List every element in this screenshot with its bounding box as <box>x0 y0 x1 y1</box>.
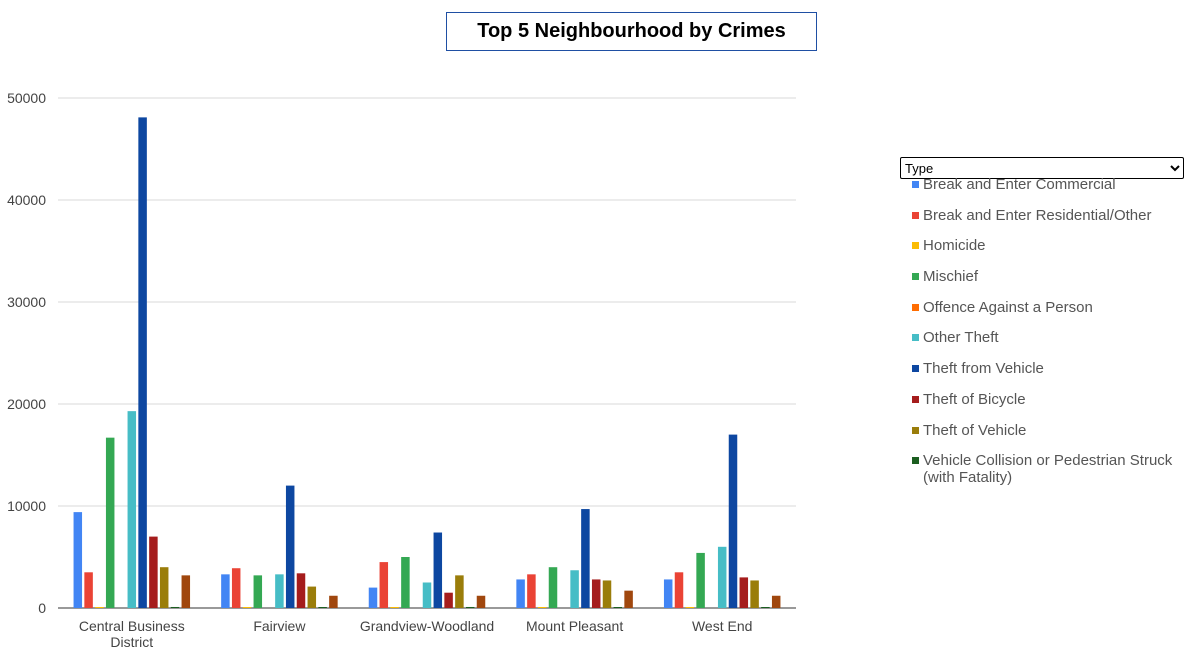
legend-item: Other Theft <box>912 329 1187 360</box>
y-tick-label: 30000 <box>7 294 46 310</box>
x-tick-label: District <box>110 634 153 650</box>
chart-title: Top 5 Neighbourhood by Crimes <box>446 12 817 51</box>
legend-label: Offence Against a Person <box>923 298 1093 316</box>
x-tick-label: West End <box>692 618 752 634</box>
bar <box>674 572 684 608</box>
legend-label: Homicide <box>923 237 986 255</box>
bar <box>465 606 475 608</box>
legend-swatch <box>912 365 919 373</box>
bar <box>307 586 317 608</box>
bar <box>105 437 115 608</box>
y-tick-label: 20000 <box>7 396 46 412</box>
bar <box>613 607 623 608</box>
legend-swatch <box>912 273 919 281</box>
legend-label: Break and Enter Commercial <box>923 176 1116 193</box>
bar <box>527 574 536 608</box>
bar <box>368 587 378 608</box>
legend-item: Break and Enter Commercial <box>912 176 1187 207</box>
legend-label: Break and Enter Residential/Other <box>923 206 1152 224</box>
bar <box>455 575 464 608</box>
bar <box>476 595 486 608</box>
y-tick-label: 40000 <box>7 192 46 208</box>
type-select[interactable]: Type <box>900 157 1184 179</box>
chart-legend: Break and Enter Commercial Break and Ente… <box>912 176 1187 488</box>
bar <box>138 117 147 608</box>
bar <box>771 595 781 608</box>
legend-label: Theft from Vehicle <box>923 360 1044 378</box>
legend-item: Theft of Bicycle <box>912 391 1187 422</box>
legend-label: Theft of Bicycle <box>923 390 1026 408</box>
legend-label: Mischief <box>923 268 979 286</box>
legend-swatch <box>912 242 919 250</box>
x-tick-label: Central Business <box>79 618 185 634</box>
bar <box>739 577 749 608</box>
bar <box>221 574 230 608</box>
bar <box>422 582 432 608</box>
bar <box>444 592 453 608</box>
bar <box>84 572 93 608</box>
bar <box>433 532 443 608</box>
bar <box>570 570 579 608</box>
bar <box>685 607 695 608</box>
bar <box>149 536 158 608</box>
bar <box>537 607 547 608</box>
legend-item: Offence Against a Person <box>912 299 1187 330</box>
legend-item: Homicide <box>912 237 1187 268</box>
bar <box>73 512 83 608</box>
bar <box>127 411 137 608</box>
bar <box>761 607 770 608</box>
bar <box>728 434 738 608</box>
legend-item: Theft of Vehicle <box>912 422 1187 453</box>
legend-swatch <box>912 457 919 465</box>
bar <box>159 567 169 608</box>
bar <box>329 595 338 608</box>
y-tick-label: 10000 <box>7 498 46 514</box>
x-tick-label: Grandview-Woodland <box>360 618 494 634</box>
bar <box>253 575 263 608</box>
legend-label: Other Theft <box>923 329 999 347</box>
legend-item: Mischief <box>912 268 1187 299</box>
bar <box>602 580 612 608</box>
bar <box>170 606 180 608</box>
legend-label: Vehicle Collision or Pedestrian Struck (… <box>923 452 1173 487</box>
bar <box>696 552 705 608</box>
legend-item: Break and Enter Residential/Other <box>912 207 1187 238</box>
bar <box>296 573 306 608</box>
y-tick-label: 0 <box>38 600 46 616</box>
legend-item: Vehicle Collision or Pedestrian Struck (… <box>912 452 1187 488</box>
bar <box>516 579 525 608</box>
bar <box>275 574 284 608</box>
bar <box>717 546 727 608</box>
legend-label: Theft of Vehicle <box>923 421 1027 439</box>
legend-swatch <box>912 395 919 403</box>
bar <box>750 580 759 608</box>
bar <box>242 607 252 608</box>
bar <box>231 568 241 608</box>
bar <box>548 567 558 608</box>
legend-item: Theft from Vehicle <box>912 360 1187 391</box>
x-tick-label: Fairview <box>253 618 306 634</box>
bar <box>581 509 590 608</box>
bar <box>318 607 327 608</box>
bar <box>663 579 673 608</box>
bar <box>285 485 295 608</box>
legend-swatch <box>912 426 919 434</box>
legend-swatch <box>912 334 919 342</box>
bar <box>379 562 389 608</box>
bar <box>591 579 601 608</box>
bar <box>390 607 399 608</box>
x-tick-label: Mount Pleasant <box>526 618 623 634</box>
legend-swatch <box>912 211 919 219</box>
legend-swatch <box>912 303 919 311</box>
y-tick-label: 50000 <box>7 90 46 106</box>
bar <box>401 557 410 608</box>
bar <box>181 575 191 608</box>
bar <box>95 607 104 608</box>
bar <box>624 590 633 608</box>
legend-swatch <box>912 181 919 188</box>
